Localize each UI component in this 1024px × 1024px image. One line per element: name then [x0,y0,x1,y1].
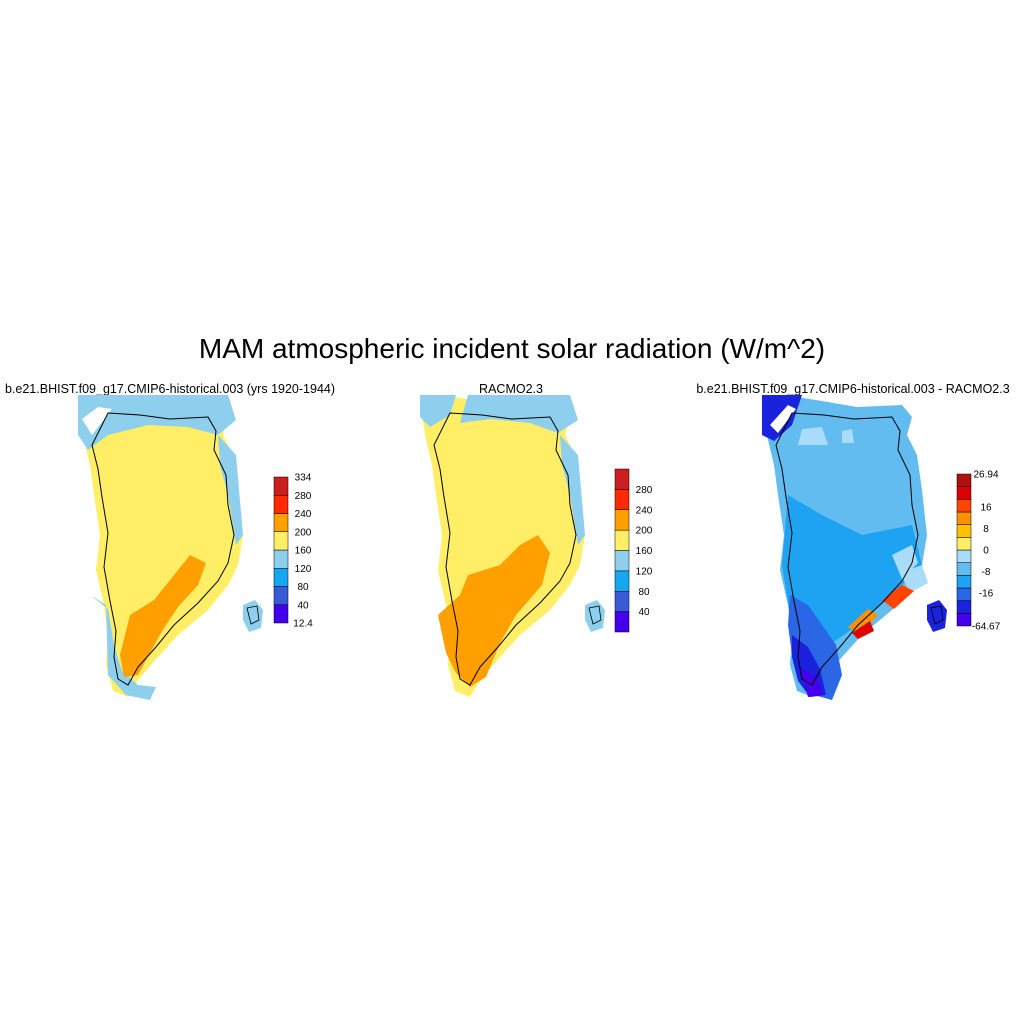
colorbar-label: 280 [295,491,312,502]
map-panel-model [78,395,263,700]
colorbar-label: 40 [638,607,650,618]
colorbar-box [614,529,630,551]
colorbar-label: 0 [983,546,989,557]
colorbar-label: 12.4 [293,619,313,630]
colorbar-box [956,575,972,589]
colorbar-label: 160 [636,546,653,557]
colorbar-box [273,604,289,624]
colorbar-label: 334 [295,473,312,484]
colorbar-box [614,570,630,592]
colorbar-label: 8 [983,524,989,535]
colorbar-box [614,611,630,633]
colorbar-obs: 280 240 200 160 120 80 40 [614,468,653,633]
colorbar-box [273,586,289,605]
colorbar-box [956,511,972,525]
colorbar-box [956,537,972,551]
colorbar-label: 40 [297,600,309,611]
colorbar-label: 240 [636,505,653,516]
colorbar-label: 80 [297,582,309,593]
colorbar-label: 240 [295,509,312,520]
colorbar-box [614,468,630,490]
colorbar-box [956,600,972,614]
colorbar-label: 120 [636,566,653,577]
colorbar-box [956,613,972,627]
colorbar-box [614,550,630,572]
map-panel-obs [420,395,605,697]
map-panel-diff [762,395,947,700]
colorbar-box [614,509,630,531]
panel-title-obs: RACMO2.3 [479,382,543,396]
colorbar-model: 334 280 240 200 160 120 80 40 12.4 [273,473,313,630]
island-shape [585,600,605,632]
figure-title: MAM atmospheric incident solar radiation… [198,333,826,364]
colorbar-box [273,513,289,532]
colorbar-box [273,495,289,514]
colorbar-label: 16 [980,502,992,513]
colorbar-label: -8 [982,567,991,578]
colorbar-label: 200 [295,527,312,538]
colorbar-label: 200 [636,526,653,537]
colorbar-box [956,587,972,601]
colorbar-label: 120 [295,564,312,575]
colorbar-label: 26.94 [973,470,998,481]
colorbar-label: 160 [295,546,312,557]
island-shape [927,600,947,632]
colorbar-label: -16 [979,589,994,600]
colorbar-box [956,549,972,563]
panel-title-diff: b.e21.BHIST.f09_g17.CMIP6-historical.003… [696,382,1010,396]
colorbar-box [614,489,630,510]
colorbar-box [956,486,972,500]
colorbar-diff: 26.94 16 8 0 -8 -16 -64.67 [956,470,1001,633]
colorbar-box [956,562,972,576]
colorbar-box [614,591,630,612]
colorbar-box [956,473,972,487]
colorbar-box [956,524,972,538]
island-shape [243,600,263,632]
colorbar-label: 80 [638,587,650,598]
colorbar-box [273,549,289,569]
colorbar-box [273,476,289,496]
colorbar-box [273,531,289,551]
colorbar-label: -64.67 [972,622,1001,633]
colorbar-box [956,499,972,513]
panel-title-model: b.e21.BHIST.f09_g17.CMIP6-historical.003… [4,382,336,396]
colorbar-box [273,568,289,587]
colorbar-label: 280 [636,485,653,496]
